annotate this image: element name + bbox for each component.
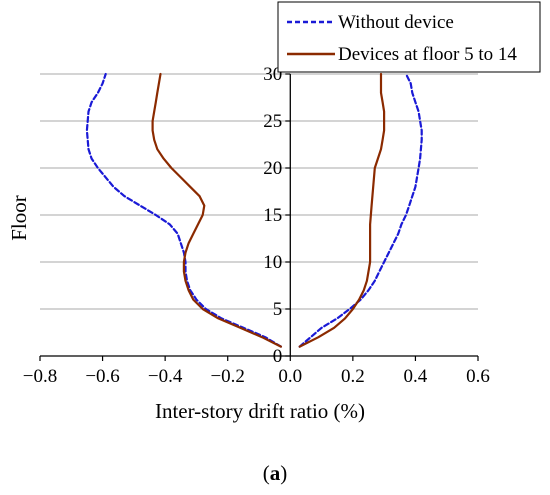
x-tick-label-2: −0.4 [148, 366, 183, 387]
x-tick-label-3: −0.2 [210, 366, 244, 387]
series-0-positive-line [298, 72, 423, 348]
caption-close-paren: ) [280, 461, 287, 485]
y-tick-label-3: 15 [263, 205, 282, 226]
y-tick-label-4: 20 [263, 158, 282, 179]
caption-letter: a [270, 461, 281, 485]
x-tick-label-4: 0.0 [278, 366, 302, 387]
y-axis-title: Floor [7, 195, 31, 241]
axes [39, 73, 479, 361]
y-tick-label-1: 5 [273, 299, 283, 320]
x-axis-title: Inter-story drift ratio (%) [155, 399, 365, 423]
legend-label-devices: Devices at floor 5 to 14 [338, 44, 517, 65]
x-tick-label-1: −0.6 [85, 366, 119, 387]
series-0-negative-line [85, 72, 282, 348]
x-tick-label-6: 0.4 [404, 366, 428, 387]
y-tick-label-2: 10 [263, 252, 282, 273]
series-1-negative-line [151, 72, 282, 348]
legend-box [277, 1, 541, 73]
y-tick-label-5: 25 [263, 111, 282, 132]
series-lines [85, 72, 423, 348]
x-tick-label-0: −0.8 [23, 366, 57, 387]
legend: Without device Devices at floor 5 to 14 [277, 1, 541, 73]
figure-caption: (a) [263, 461, 288, 485]
grid-lines [40, 73, 478, 310]
caption-open-paren: ( [263, 461, 270, 485]
y-tick-label-0: 0 [273, 346, 283, 367]
x-tick-label-7: 0.6 [466, 366, 490, 387]
legend-label-without-device: Without device [338, 12, 454, 33]
series-1-positive-line [298, 72, 386, 348]
x-tick-label-5: 0.2 [341, 366, 365, 387]
